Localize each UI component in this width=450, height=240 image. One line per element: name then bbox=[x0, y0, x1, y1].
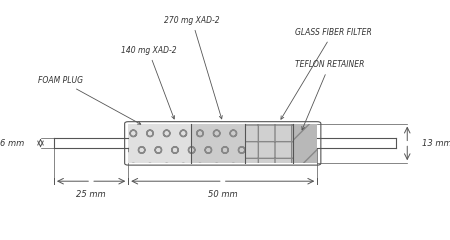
Bar bbox=[128, 124, 191, 163]
Text: 25 mm: 25 mm bbox=[76, 190, 106, 199]
Text: 140 mg XAD-2: 140 mg XAD-2 bbox=[121, 46, 176, 119]
Bar bbox=[245, 124, 293, 163]
Bar bbox=[293, 124, 317, 163]
Text: 13 mm: 13 mm bbox=[422, 139, 450, 148]
Text: 6 mm: 6 mm bbox=[0, 138, 25, 148]
Text: 50 mm: 50 mm bbox=[208, 190, 238, 199]
Text: GLASS FIBER FILTER: GLASS FIBER FILTER bbox=[281, 28, 372, 119]
Bar bbox=[191, 124, 245, 163]
Text: 270 mg XAD-2: 270 mg XAD-2 bbox=[164, 16, 222, 119]
Text: TEFLON RETAINER: TEFLON RETAINER bbox=[295, 60, 364, 130]
Text: FOAM PLUG: FOAM PLUG bbox=[38, 76, 141, 124]
